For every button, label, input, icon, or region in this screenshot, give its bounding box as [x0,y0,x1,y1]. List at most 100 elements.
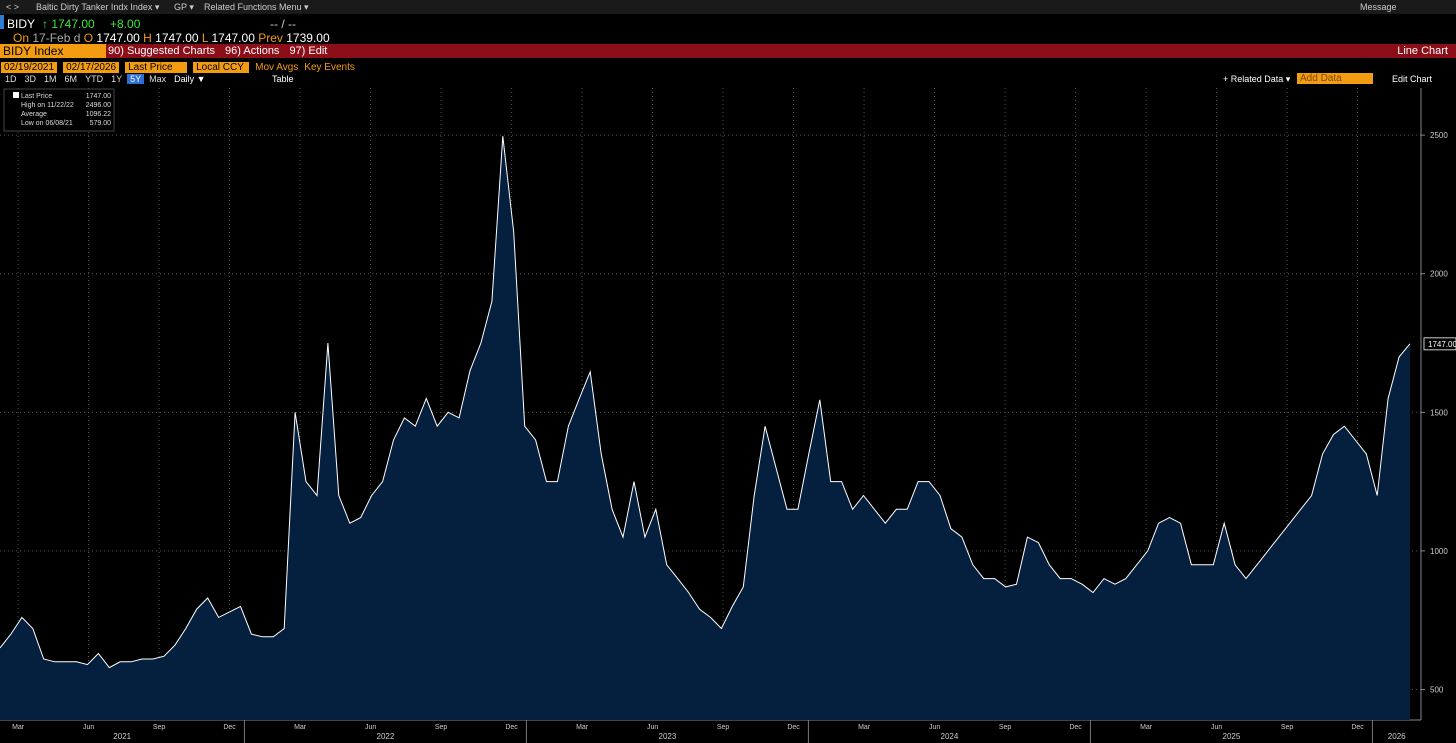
x-tick-label: Mar [12,724,25,731]
x-tick-label: Jun [1211,724,1222,731]
related-data[interactable]: + Related Data ▾ [1223,74,1291,84]
price-tag-label: 1747.00 [1428,340,1456,349]
x-tick-label: Dec [505,724,518,731]
label: L [201,31,209,45]
year-label: 2023 [659,732,677,741]
currency[interactable]: Local CCY [193,62,250,73]
legend-value: 1747.00 [86,93,111,100]
chart-tools: Track Annotate News Zoom [652,87,780,96]
controls-row: 02/19/2021 02/17/2026 Last Price Local C… [1,62,355,73]
key-events[interactable]: Key Events [304,62,355,73]
x-tick-label: Sep [1281,724,1294,731]
plot-area [0,88,1421,720]
x-tick-label: Dec [223,724,236,731]
legend-box [3,88,115,132]
period-button[interactable]: 1M [44,74,57,84]
x-tick-label: Dec [1351,724,1364,731]
legend-value: 579.00 [90,120,112,127]
ticker: BIDY [7,17,36,31]
x-tick-label: Jun [365,724,376,731]
price: ↑ 1747.00 [42,17,95,31]
message[interactable]: Message [1360,2,1397,12]
period-button[interactable]: 5Y [127,74,145,84]
gp-menu[interactable]: GP ▾ [174,2,194,12]
legend-value: 2496.00 [86,102,111,109]
year-label: 2024 [941,732,959,741]
prev: 1739.00 [286,31,330,45]
menu-items: 90) Suggested Charts 96) Actions 97) Edit [108,45,337,57]
period-button[interactable]: 3D [24,74,37,84]
x-tick-label: Jun [647,724,658,731]
menu-item[interactable]: 90) Suggested Charts [108,45,216,57]
period-button[interactable]: 1Y [111,74,123,84]
tool[interactable]: News [727,87,748,96]
tool[interactable]: Track [652,87,672,96]
x-tick-label: Jun [929,724,940,731]
period-button[interactable]: 1D [5,74,17,84]
menu-bar: BIDY Index 90) Suggested Charts 96) Actio… [0,44,1456,58]
end-date[interactable]: 02/17/2026 [63,62,120,73]
chart-type: Line Chart [1397,45,1448,57]
y-tick-label: 1500 [1430,408,1448,417]
legend-label: Average [21,111,47,118]
periods: 1D 3D 1M 6M YTD 1Y 5Y Max Daily ▼ [2,74,209,84]
low: 1747.00 [211,31,255,45]
tool[interactable]: Annotate [683,87,716,96]
year-label: 2025 [1223,732,1241,741]
x-tick-label: Mar [576,724,589,731]
y-tick-label: 500 [1430,686,1444,695]
add-data[interactable]: Add Data [1297,73,1373,84]
security-menu[interactable]: Baltic Dirty Tanker Indx Index ▾ [36,2,160,12]
price-tag [1423,337,1456,351]
label: O [83,31,94,45]
menu-item[interactable]: 97) Edit [289,45,328,57]
edit-chart[interactable]: Edit Chart [1392,74,1433,84]
line [0,136,1411,669]
x-tick-label: Dec [787,724,800,731]
y-tick-label: 2500 [1430,131,1448,140]
field[interactable]: Last Price [125,62,188,73]
x-tick-label: Sep [153,724,166,731]
tool[interactable]: Zoom [759,87,781,96]
year-label: 2021 [113,732,131,741]
table[interactable]: Table [272,74,294,84]
mov-avgs[interactable]: Mov Avgs [255,62,299,73]
period-button[interactable]: YTD [85,74,104,84]
x-tick-label: Dec [1069,724,1082,731]
label: H [143,31,152,45]
open: 1747.00 [96,31,140,45]
legend-value: 1096.22 [86,111,111,118]
year-label: 2022 [377,732,395,741]
label: On [13,31,30,45]
x-tick-label: Jun [83,724,94,731]
menu-item[interactable]: 96) Actions [225,45,280,57]
start-date[interactable]: 02/19/2021 [1,62,58,73]
x-tick-label: Sep [717,724,730,731]
date: 17-Feb d [32,31,81,45]
nav-arrows[interactable]: < > [6,2,20,12]
x-tick-label: Mar [858,724,871,731]
ohlc-row: On 17-Feb d O 1747.00 H 1747.00 L 1747.0… [13,31,330,45]
security[interactable]: BIDY Index [0,44,106,58]
period-button[interactable]: 6M [64,74,78,84]
y-tick-label: 1000 [1430,547,1448,556]
year-label: 2026 [1388,732,1406,741]
x-tick-label: Mar [294,724,307,731]
related-menu[interactable]: Related Functions Menu ▾ [204,2,309,12]
x-tick-label: Sep [435,724,448,731]
top-bar: < > Baltic Dirty Tanker Indx Index ▾ GP … [0,0,1456,14]
marker [0,15,4,29]
x-tick-label: Mar [1140,724,1153,731]
label: Prev [258,31,283,45]
legend-label: High on 11/22/22 [21,102,74,109]
legend-swatch [13,92,19,98]
period-button[interactable]: Max [149,74,167,84]
bid-ask: -- / -- [270,17,296,31]
frequency[interactable]: Daily ▼ [174,74,206,84]
x-tick-label: Sep [999,724,1012,731]
area [0,136,1410,720]
legend-label: Low on 06/08/21 [21,120,73,127]
change: +8.00 [110,17,141,31]
